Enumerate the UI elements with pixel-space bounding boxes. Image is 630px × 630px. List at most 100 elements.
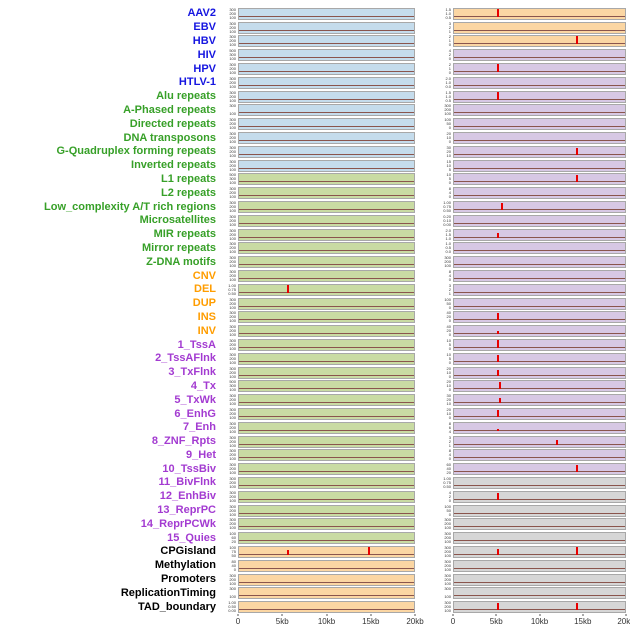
y-tick-label: 300 [229, 118, 236, 123]
y-tick-label: 200 [444, 107, 451, 113]
track-row: 5_TxWk 300 200 100 30 20 10 [0, 393, 630, 407]
y-tick-label: 100 [229, 42, 236, 48]
left-panel [238, 532, 415, 545]
y-tick-label: 200 [229, 148, 236, 154]
y-tick-label: 20 [446, 397, 451, 403]
left-panel [238, 76, 415, 89]
right-y-axis: 20 10 0 [437, 132, 453, 144]
x-tick-label: 15kb [574, 617, 592, 627]
y-tick-label: 300 [229, 383, 236, 389]
y-tick-label: 300 [229, 587, 236, 592]
y-tick-label: 10 [446, 369, 451, 375]
baseline-trace [454, 15, 625, 17]
y-tick-label: 10 [446, 352, 451, 357]
y-tick-label: 200 [229, 355, 236, 361]
y-tick-label: 500 [229, 49, 236, 54]
y-tick-label: 300 [229, 297, 236, 302]
y-tick-label: 8 [448, 187, 451, 192]
y-tick-label: 5 [448, 355, 451, 361]
y-tick-label: 100 [229, 235, 236, 241]
y-tick-label: 10 [446, 152, 451, 158]
row-label: 6_EnhG [174, 408, 216, 420]
right-panel [453, 214, 626, 227]
y-tick-label: 1.0 [445, 93, 451, 99]
right-y-axis: 2.0 1.0 0.0 [437, 77, 453, 89]
y-tick-label: 0 [448, 373, 451, 379]
row-label: 4_Tx [190, 380, 216, 392]
y-tick-label: 100 [229, 221, 236, 227]
right-y-axis: 20 10 0 [437, 380, 453, 392]
x-tick-label: 10kb [530, 617, 549, 627]
row-label: ReplicationTiming [120, 587, 216, 599]
y-tick-label: 100 [229, 125, 236, 131]
baseline-trace [454, 374, 625, 376]
y-tick-label: 300 [444, 545, 451, 550]
right-panel [453, 463, 626, 476]
y-tick-label: 4 [448, 273, 451, 279]
y-tick-label: 300 [229, 21, 236, 26]
y-tick-label: 100 [444, 525, 451, 531]
baseline-trace [239, 347, 414, 349]
y-tick-label: 300 [229, 518, 236, 523]
x-tick-mark [539, 614, 540, 617]
baseline-trace [454, 195, 625, 197]
y-tick-label: 100 [444, 594, 451, 600]
right-y-axis: 1.51.00.50.0 [437, 91, 453, 103]
track-row: 13_ReprPC 300 200 100 100 50 0 [0, 504, 630, 518]
right-panel [453, 228, 626, 241]
right-panel [453, 449, 626, 462]
right-panel [453, 187, 626, 200]
left-panel [238, 21, 415, 34]
y-tick-label: 300 [229, 463, 236, 468]
right-panel [453, 408, 626, 420]
y-tick-label: 300 [229, 476, 236, 481]
y-tick-label: 300 [229, 187, 236, 192]
x-tick-label: 5kb [275, 617, 289, 627]
left-panel [238, 601, 415, 614]
y-tick-label: 0 [448, 318, 451, 324]
left-panel [238, 118, 415, 131]
data-spike [499, 382, 502, 390]
y-tick-label: 100 [444, 504, 451, 509]
y-tick-label: 300 [229, 366, 236, 371]
y-tick-label: 0 [448, 415, 451, 420]
y-tick-label: 100 [229, 545, 236, 550]
y-tick-label: 4 [448, 190, 451, 196]
y-tick-label: 100 [229, 208, 236, 214]
y-tick-label: 200 [229, 576, 236, 582]
y-tick-label: 200 [229, 217, 236, 223]
data-spike [497, 493, 500, 500]
left-y-axis: 300 200 100 [222, 325, 238, 337]
y-tick-label: 300 [229, 504, 236, 509]
y-tick-label: 200 [229, 231, 236, 237]
baseline-trace [239, 319, 414, 321]
data-spike [576, 602, 579, 611]
y-tick-label: 300 [444, 256, 451, 261]
y-tick-label: 1 [448, 38, 451, 44]
y-tick-label: 0.0 [445, 83, 451, 89]
left-panel [238, 352, 415, 365]
row-label: G-Quadruplex forming repeats [56, 146, 216, 158]
y-tick-label: 1.00 [228, 601, 236, 606]
y-tick-label: 3 [448, 21, 451, 26]
row-label: Microsatellites [139, 215, 216, 227]
y-tick-label: 2.0 [445, 228, 451, 233]
baseline-trace [454, 512, 625, 514]
y-tick-label: 1 [448, 290, 451, 296]
baseline-trace [239, 195, 414, 197]
right-panel [453, 559, 626, 572]
left-y-axis: 500 300 100 [222, 173, 238, 185]
track-row: ReplicationTiming 300 100 300 100 [0, 586, 630, 600]
left-y-axis: 80 40 0 [222, 560, 238, 572]
y-tick-label: 200 [444, 548, 451, 554]
